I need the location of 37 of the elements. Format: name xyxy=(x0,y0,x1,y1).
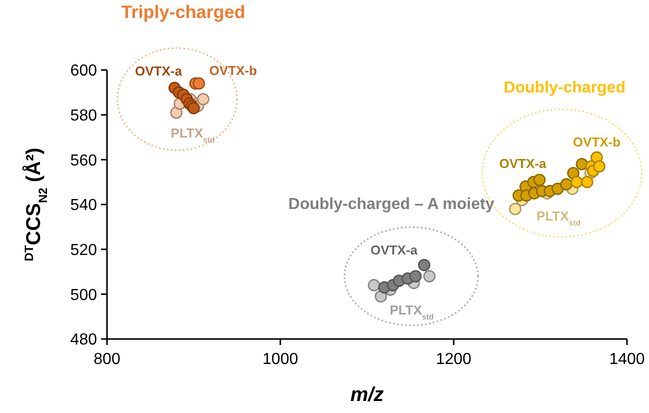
x-tick-label: 1400 xyxy=(609,351,645,368)
y-tick-label: 520 xyxy=(70,242,98,259)
y-tick-label: 500 xyxy=(70,286,98,304)
y-tick-label: 560 xyxy=(70,152,98,170)
point xyxy=(409,270,422,282)
point xyxy=(533,174,546,186)
point xyxy=(593,160,606,173)
text: Triply-charged xyxy=(121,2,246,22)
series-label: OVTX-a xyxy=(135,63,183,78)
point xyxy=(192,77,206,90)
point xyxy=(368,279,380,292)
series-label: PLTX$_{std}$ xyxy=(390,302,434,322)
series-label: PLTX$_{std}$ xyxy=(536,208,581,227)
series-label: OVTX-a xyxy=(370,242,418,258)
point xyxy=(509,202,522,216)
y-tick-label: 600 xyxy=(70,62,98,80)
point xyxy=(418,258,430,272)
x-tick-label: 1000 xyxy=(262,351,298,368)
x-tick-label: 1200 xyxy=(436,351,472,368)
point xyxy=(197,92,210,106)
point xyxy=(580,176,594,188)
point xyxy=(552,182,564,195)
annotation: Doubly-charged xyxy=(504,80,626,97)
series-label: OVTX-b xyxy=(209,63,258,78)
y-tick-label: 580 xyxy=(70,107,98,124)
x-axis-title: m/z xyxy=(350,384,384,406)
y-tick-label: 540 xyxy=(70,197,98,214)
point xyxy=(560,178,572,190)
point xyxy=(423,270,436,282)
point xyxy=(576,158,588,170)
annotation: Doubly-charged – A moiety xyxy=(288,196,494,213)
series-label: OVTX-a xyxy=(499,156,547,171)
series-label: PLTX$_{std}$ xyxy=(170,126,215,144)
y-tick-label: 480 xyxy=(70,332,98,349)
x-tick-label: 800 xyxy=(94,351,120,368)
point xyxy=(570,176,583,188)
series-label: OVTX-b xyxy=(572,134,621,150)
